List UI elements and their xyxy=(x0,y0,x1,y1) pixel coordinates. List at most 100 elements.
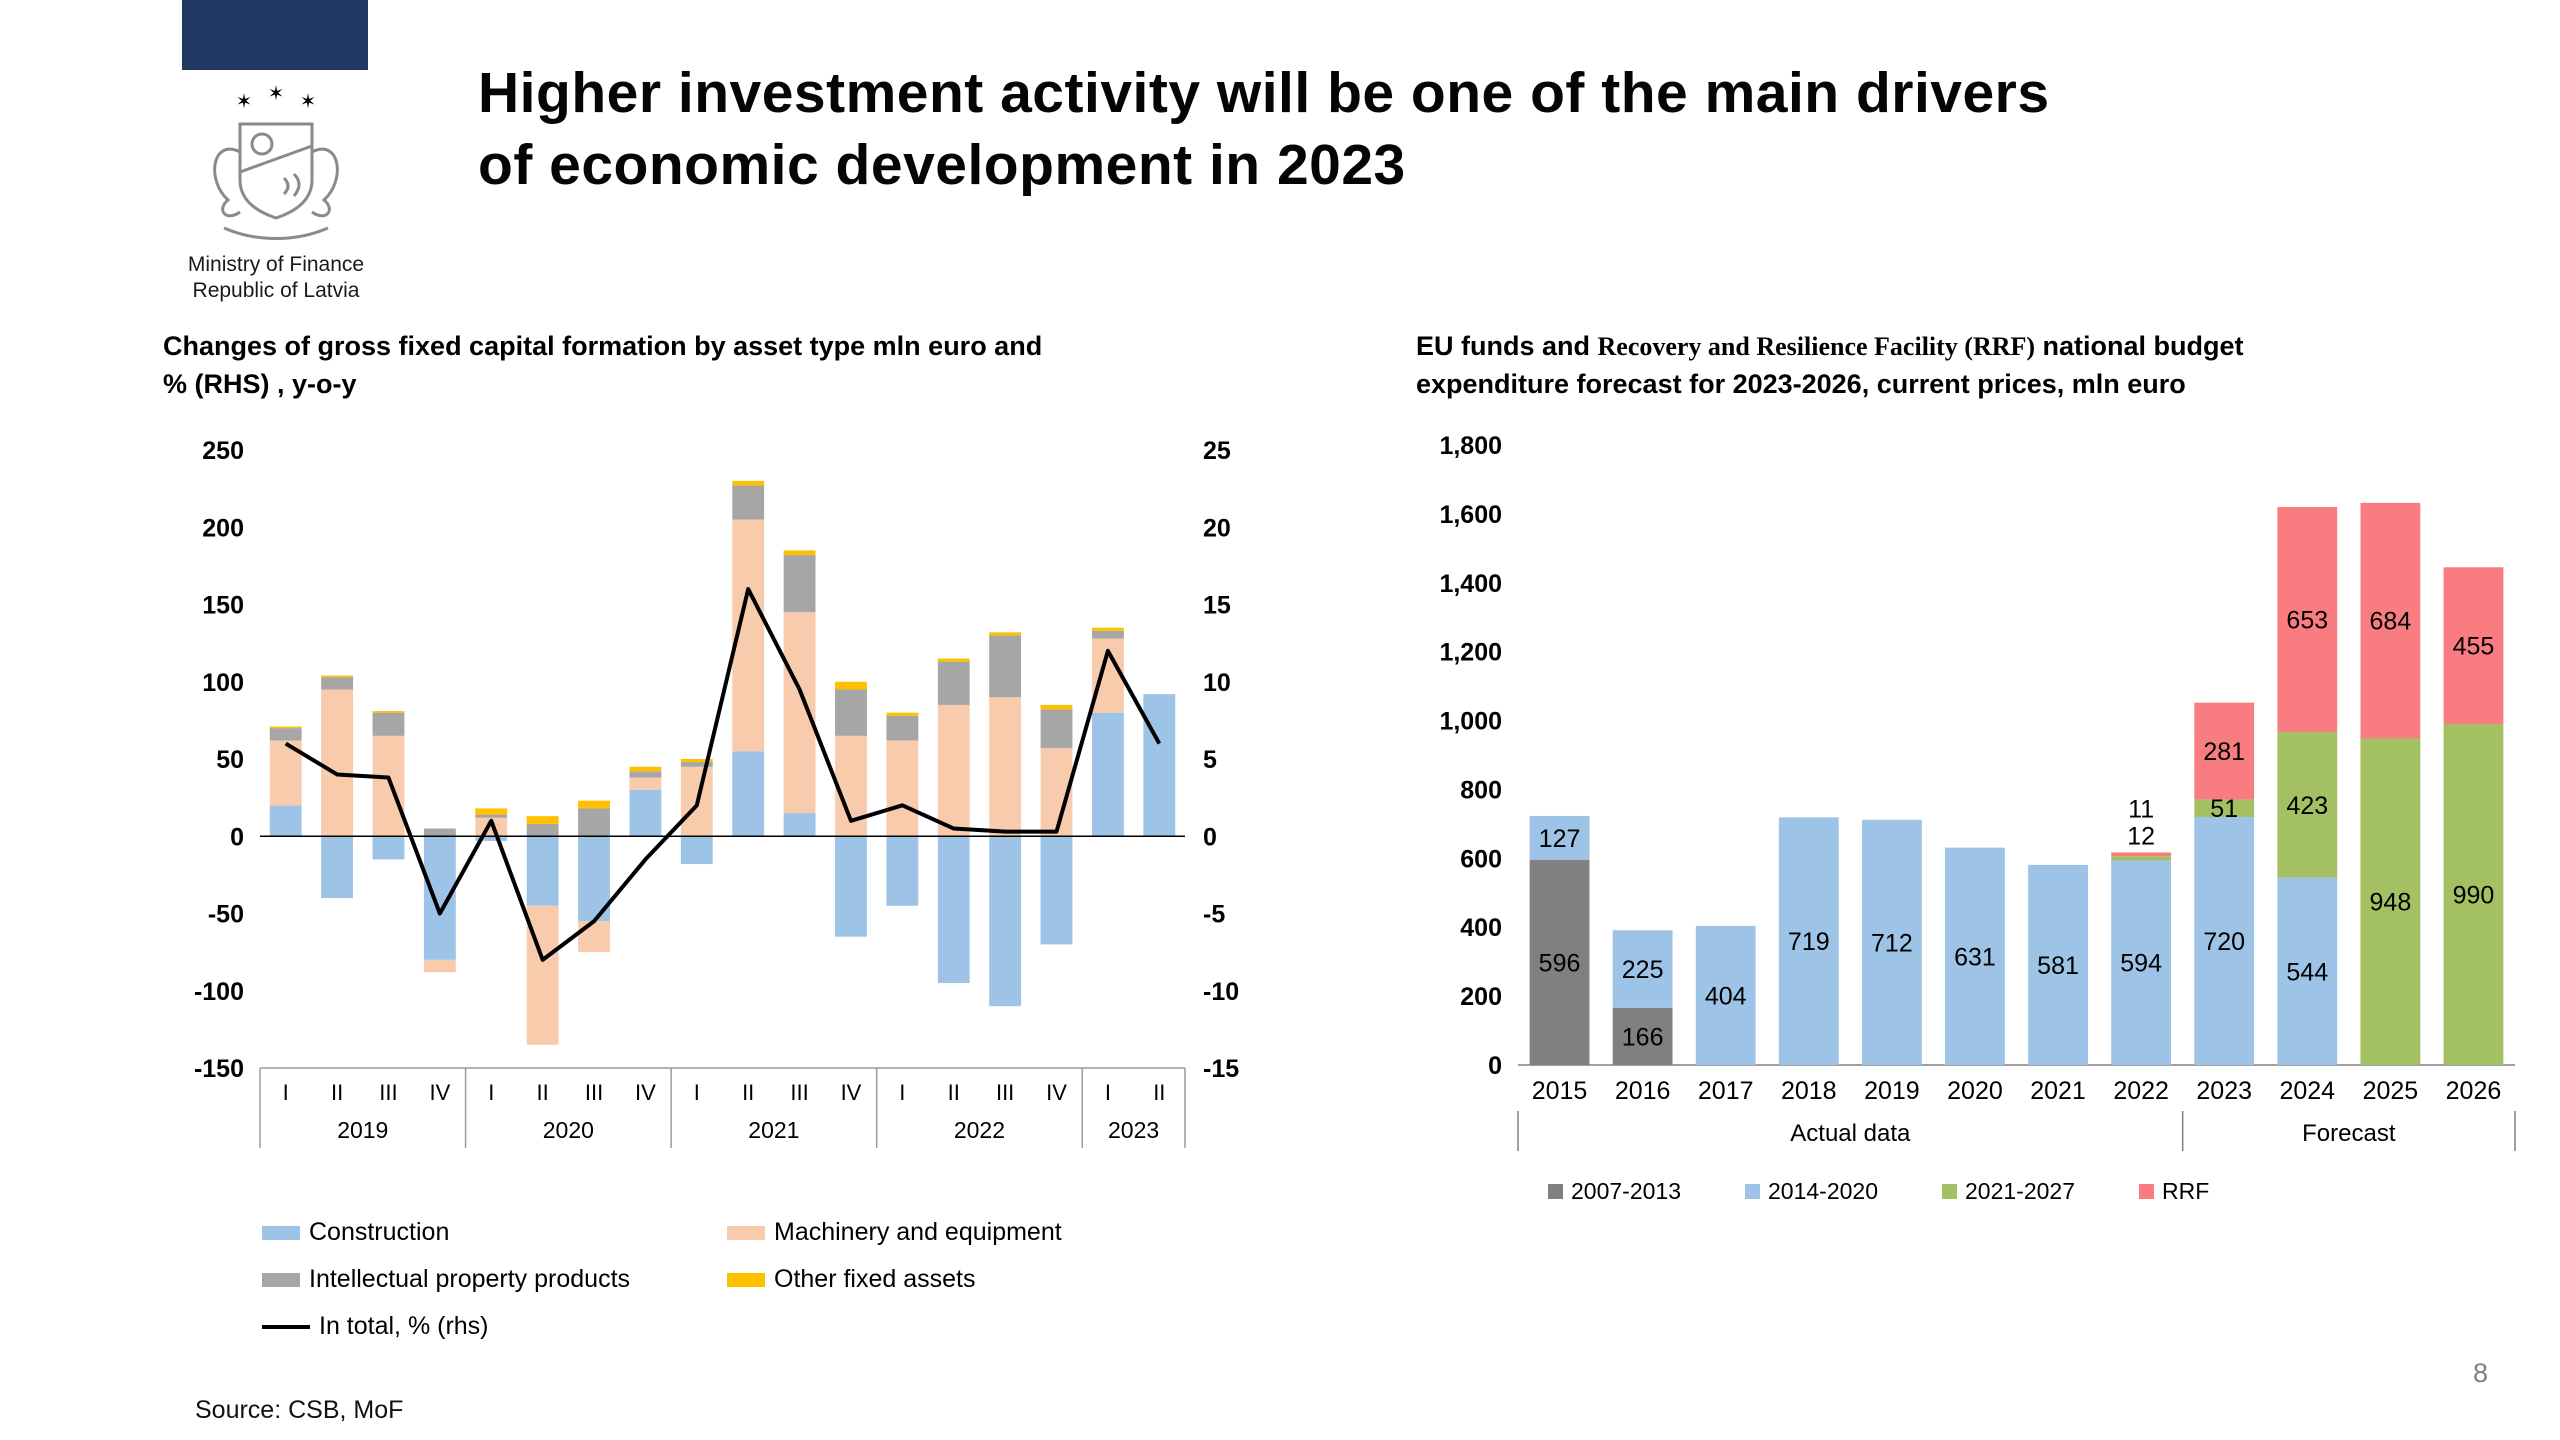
svg-text:II: II xyxy=(1153,1080,1165,1105)
svg-text:III: III xyxy=(996,1080,1014,1105)
legend-label: Intellectual property products xyxy=(309,1265,631,1293)
svg-text:1,000: 1,000 xyxy=(1439,708,1502,736)
svg-text:948: 948 xyxy=(2370,889,2412,917)
svg-text:-5: -5 xyxy=(1203,901,1225,929)
svg-text:12: 12 xyxy=(2127,822,2155,850)
ministry-line1: Ministry of Finance xyxy=(187,253,365,276)
svg-text:594: 594 xyxy=(2120,950,2162,978)
stacked-bars xyxy=(1529,502,2504,1065)
legend-label: 2014-2020 xyxy=(1768,1178,1878,1204)
svg-text:2023: 2023 xyxy=(2196,1077,2252,1105)
svg-text:423: 423 xyxy=(2286,792,2328,820)
svg-text:✶: ✶ xyxy=(268,83,285,105)
svg-text:2021: 2021 xyxy=(748,1117,799,1143)
svg-text:0: 0 xyxy=(1488,1052,1502,1080)
svg-text:10: 10 xyxy=(1203,669,1231,697)
legend-color-swatch xyxy=(1942,1184,1957,1199)
legend-color-swatch xyxy=(727,1272,765,1287)
svg-text:281: 281 xyxy=(2203,738,2245,766)
svg-text:2019: 2019 xyxy=(1864,1077,1920,1105)
svg-text:225: 225 xyxy=(1622,956,1664,984)
legend-label: RRF xyxy=(2162,1178,2210,1204)
svg-text:-150: -150 xyxy=(194,1055,244,1083)
svg-text:IV: IV xyxy=(1046,1080,1067,1105)
legend-item-construction: Construction xyxy=(262,1218,727,1247)
svg-text:2019: 2019 xyxy=(337,1117,388,1143)
legend-color-swatch xyxy=(1745,1184,1760,1199)
svg-text:712: 712 xyxy=(1871,929,1913,957)
legend-color-swatch xyxy=(2139,1184,2154,1199)
svg-text:2020: 2020 xyxy=(1947,1077,2003,1105)
right-chart-legend: 2007-2013 2014-2020 2021-2027 RRF xyxy=(1548,1178,2209,1205)
right-chart-title-pre: EU funds and xyxy=(1416,331,1598,361)
svg-text:III: III xyxy=(585,1080,603,1105)
svg-text:719: 719 xyxy=(1788,928,1830,956)
svg-text:2017: 2017 xyxy=(1698,1077,1754,1105)
svg-text:II: II xyxy=(537,1080,549,1105)
eu-funds-stacked-chart: 0 200 400 600 800 1,000 1,200 1,400 1,600 1,800 59… xyxy=(1439,432,2516,1151)
svg-text:II: II xyxy=(742,1080,754,1105)
svg-text:5: 5 xyxy=(1203,746,1217,774)
svg-text:1,600: 1,600 xyxy=(1439,501,1502,529)
svg-text:II: II xyxy=(331,1080,343,1105)
svg-text:III: III xyxy=(379,1080,397,1105)
svg-text:250: 250 xyxy=(202,437,244,465)
svg-text:II: II xyxy=(948,1080,960,1105)
legend-line-swatch xyxy=(262,1324,310,1329)
svg-text:150: 150 xyxy=(202,592,244,620)
legend-label: Machinery and equipment xyxy=(774,1218,1062,1246)
legend-label: Other fixed assets xyxy=(774,1265,976,1293)
svg-text:1,200: 1,200 xyxy=(1439,639,1502,667)
legend-item-2007-2013: 2007-2013 xyxy=(1548,1178,1681,1205)
svg-text:600: 600 xyxy=(1460,845,1502,873)
legend-item-machinery-and-equipment: Machinery and equipment xyxy=(727,1218,1227,1247)
svg-text:I: I xyxy=(694,1080,700,1105)
svg-text:2021: 2021 xyxy=(2030,1077,2086,1105)
gfcf-combo-chart: -150-100-50050100150200250-15-10-5051015… xyxy=(194,437,1239,1148)
category-labels: 2015 2016 2017 2018 2019 2020 2021 2022 2023 2024… xyxy=(1517,1077,2516,1151)
svg-text:2022: 2022 xyxy=(2113,1077,2169,1105)
svg-text:✶: ✶ xyxy=(236,91,253,113)
right-chart-title-line1: EU funds and Recovery and Resilience Fac… xyxy=(1416,328,2546,366)
right-chart-title-line2: expenditure forecast for 2023-2026, curr… xyxy=(1416,368,2186,399)
svg-text:596: 596 xyxy=(1539,949,1581,977)
stacked-bars xyxy=(269,480,1176,1045)
svg-text:IV: IV xyxy=(635,1080,656,1105)
svg-text:15: 15 xyxy=(1203,592,1231,620)
svg-text:2015: 2015 xyxy=(1532,1077,1588,1105)
legend-label: Construction xyxy=(309,1218,450,1246)
legend-item-rrf: RRF xyxy=(2139,1178,2209,1205)
left-chart-title-line1: Changes of gross fixed capital formation… xyxy=(163,331,1043,361)
svg-text:IV: IV xyxy=(841,1080,862,1105)
axis-labels: -150-100-50050100150200250-15-10-5051015… xyxy=(194,437,1239,1083)
svg-text:IV: IV xyxy=(429,1080,450,1105)
ministry-line2: Republic of Latvia xyxy=(192,279,360,303)
legend-color-swatch xyxy=(1548,1184,1563,1199)
slide-title-line1: Higher investment activity will be one o… xyxy=(478,61,2050,125)
total-pct-line xyxy=(284,587,1162,962)
legend-label: 2021-2027 xyxy=(1965,1178,2075,1204)
legend-label: In total, % (rhs) xyxy=(319,1312,489,1340)
svg-text:✶: ✶ xyxy=(300,91,317,113)
legend-item-2021-2027: 2021-2027 xyxy=(1942,1178,2075,1205)
svg-text:I: I xyxy=(1105,1080,1111,1105)
svg-text:Forecast: Forecast xyxy=(2302,1120,2396,1147)
right-chart-title: EU funds and Recovery and Resilience Fac… xyxy=(1416,328,2546,404)
svg-text:2025: 2025 xyxy=(2363,1077,2419,1105)
svg-text:200: 200 xyxy=(1460,983,1502,1011)
svg-text:2023: 2023 xyxy=(1108,1117,1159,1143)
page-number: 8 xyxy=(2472,1358,2488,1388)
svg-text:2022: 2022 xyxy=(954,1117,1005,1143)
source-note: Source: CSB, MoF xyxy=(195,1396,404,1424)
left-chart-title-line2: % (RHS) , y-o-y xyxy=(163,368,357,399)
svg-text:631: 631 xyxy=(1954,943,1996,971)
legend-color-swatch xyxy=(727,1225,765,1240)
svg-text:20: 20 xyxy=(1203,514,1231,542)
svg-text:51: 51 xyxy=(2210,795,2238,823)
svg-text:200: 200 xyxy=(202,514,244,542)
svg-text:25: 25 xyxy=(1203,437,1231,465)
svg-text:0: 0 xyxy=(230,823,244,851)
legend-label: 2007-2013 xyxy=(1571,1178,1681,1204)
left-chart-legend: Construction Machinery and equipment Intel… xyxy=(262,1218,1222,1341)
